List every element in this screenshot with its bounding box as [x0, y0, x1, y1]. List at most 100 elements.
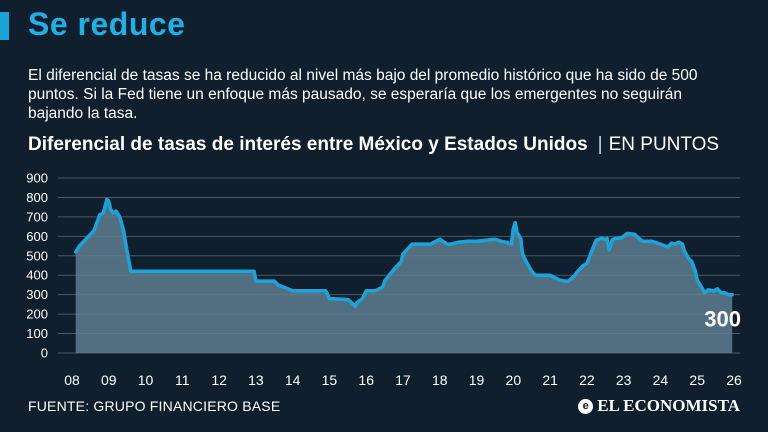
data-point [144, 270, 147, 273]
data-point [273, 279, 276, 283]
data-point [129, 270, 132, 273]
brand-logo: e EL ECONOMISTA [578, 396, 740, 416]
y-tick-label: 400 [26, 268, 48, 283]
data-point [626, 232, 629, 235]
data-point [350, 301, 353, 304]
data-point [484, 239, 487, 242]
data-point [696, 278, 699, 282]
data-point [87, 235, 90, 238]
chart-unit: EN PUNTOS [608, 134, 720, 155]
chart-title-separator: | [597, 134, 603, 155]
data-point [475, 240, 478, 243]
data-point [712, 289, 715, 292]
data-point [690, 260, 693, 263]
data-point [105, 198, 109, 201]
data-point [615, 237, 618, 240]
x-tick-label: 15 [322, 372, 338, 388]
y-tick-label: 700 [26, 209, 48, 224]
y-tick-label: 800 [26, 190, 48, 205]
data-point [604, 238, 607, 241]
data-point [400, 260, 403, 263]
data-point [674, 242, 677, 246]
x-tick-label: 10 [138, 372, 154, 388]
data-point [126, 250, 129, 254]
data-point [102, 211, 105, 215]
data-point [534, 274, 537, 277]
data-point [328, 297, 331, 300]
data-point [449, 242, 452, 246]
data-point [411, 242, 414, 246]
data-point [122, 229, 125, 232]
y-tick-label: 100 [26, 326, 48, 341]
data-point [514, 221, 517, 224]
data-point [118, 215, 122, 219]
y-tick-label: 200 [26, 307, 48, 322]
data-point [594, 239, 598, 242]
data-point [466, 240, 469, 243]
data-point [558, 278, 561, 282]
data-point [252, 270, 256, 273]
data-point [107, 200, 111, 203]
brand-name: EL ECONOMISTA [597, 396, 740, 415]
data-point [618, 237, 622, 240]
data-point [723, 291, 726, 294]
data-point [381, 285, 384, 289]
data-point [504, 241, 508, 244]
x-tick-label: 22 [579, 372, 595, 388]
x-tick-label: 16 [358, 372, 374, 388]
data-point [276, 283, 280, 287]
data-point [74, 250, 77, 254]
data-point [429, 242, 432, 246]
data-point [392, 268, 395, 271]
data-point [719, 291, 723, 294]
data-point [510, 242, 513, 246]
x-axis-ticks: 08 09 10 11 12 13 14 15 16 17 18 19 20 21 22 23 24 25 26 [64, 372, 742, 388]
data-point [699, 284, 703, 288]
data-point [114, 209, 118, 213]
accent-bar [0, 12, 9, 40]
data-point [512, 227, 515, 230]
data-point [694, 270, 697, 273]
data-point [355, 301, 359, 304]
data-point [683, 249, 686, 253]
y-tick-label: 600 [26, 229, 48, 244]
x-tick-label: 20 [506, 372, 522, 388]
data-point [707, 288, 710, 291]
chart-title: Diferencial de tasas de interés entre Mé… [28, 134, 719, 156]
data-point [716, 287, 719, 290]
data-point [109, 207, 112, 211]
data-point [493, 238, 497, 241]
data-point [576, 270, 579, 273]
data-point [622, 235, 625, 238]
data-point [640, 240, 644, 243]
data-point [81, 241, 85, 244]
x-tick-label: 08 [64, 372, 80, 388]
x-tick-label: 25 [689, 372, 705, 388]
chart-title-text: Diferencial de tasas de interés entre Mé… [28, 134, 588, 155]
y-tick-label: 500 [26, 248, 48, 263]
data-point [254, 279, 258, 283]
data-point [521, 252, 524, 255]
data-point [607, 248, 611, 252]
y-tick-label: 0 [41, 346, 48, 361]
newspaper-e-icon: e [578, 398, 594, 414]
data-point [670, 241, 673, 245]
data-point [354, 305, 357, 308]
description: El diferencial de tasas se ha reducido a… [28, 67, 698, 122]
data-point [401, 252, 405, 255]
data-point [659, 242, 662, 246]
series-area-0 [75, 199, 733, 353]
data-point [420, 242, 423, 246]
x-tick-label: 26 [726, 372, 742, 388]
data-point [585, 262, 589, 265]
data-point [515, 231, 519, 234]
data-point [438, 238, 441, 241]
data-point [374, 289, 377, 292]
data-point [525, 260, 528, 263]
data-point [324, 289, 327, 292]
data-point [346, 298, 349, 301]
y-axis-ticks: 0 100 200 300 400 500 600 700 800 900 [26, 171, 48, 361]
data-point [548, 274, 552, 277]
data-point [686, 256, 690, 259]
